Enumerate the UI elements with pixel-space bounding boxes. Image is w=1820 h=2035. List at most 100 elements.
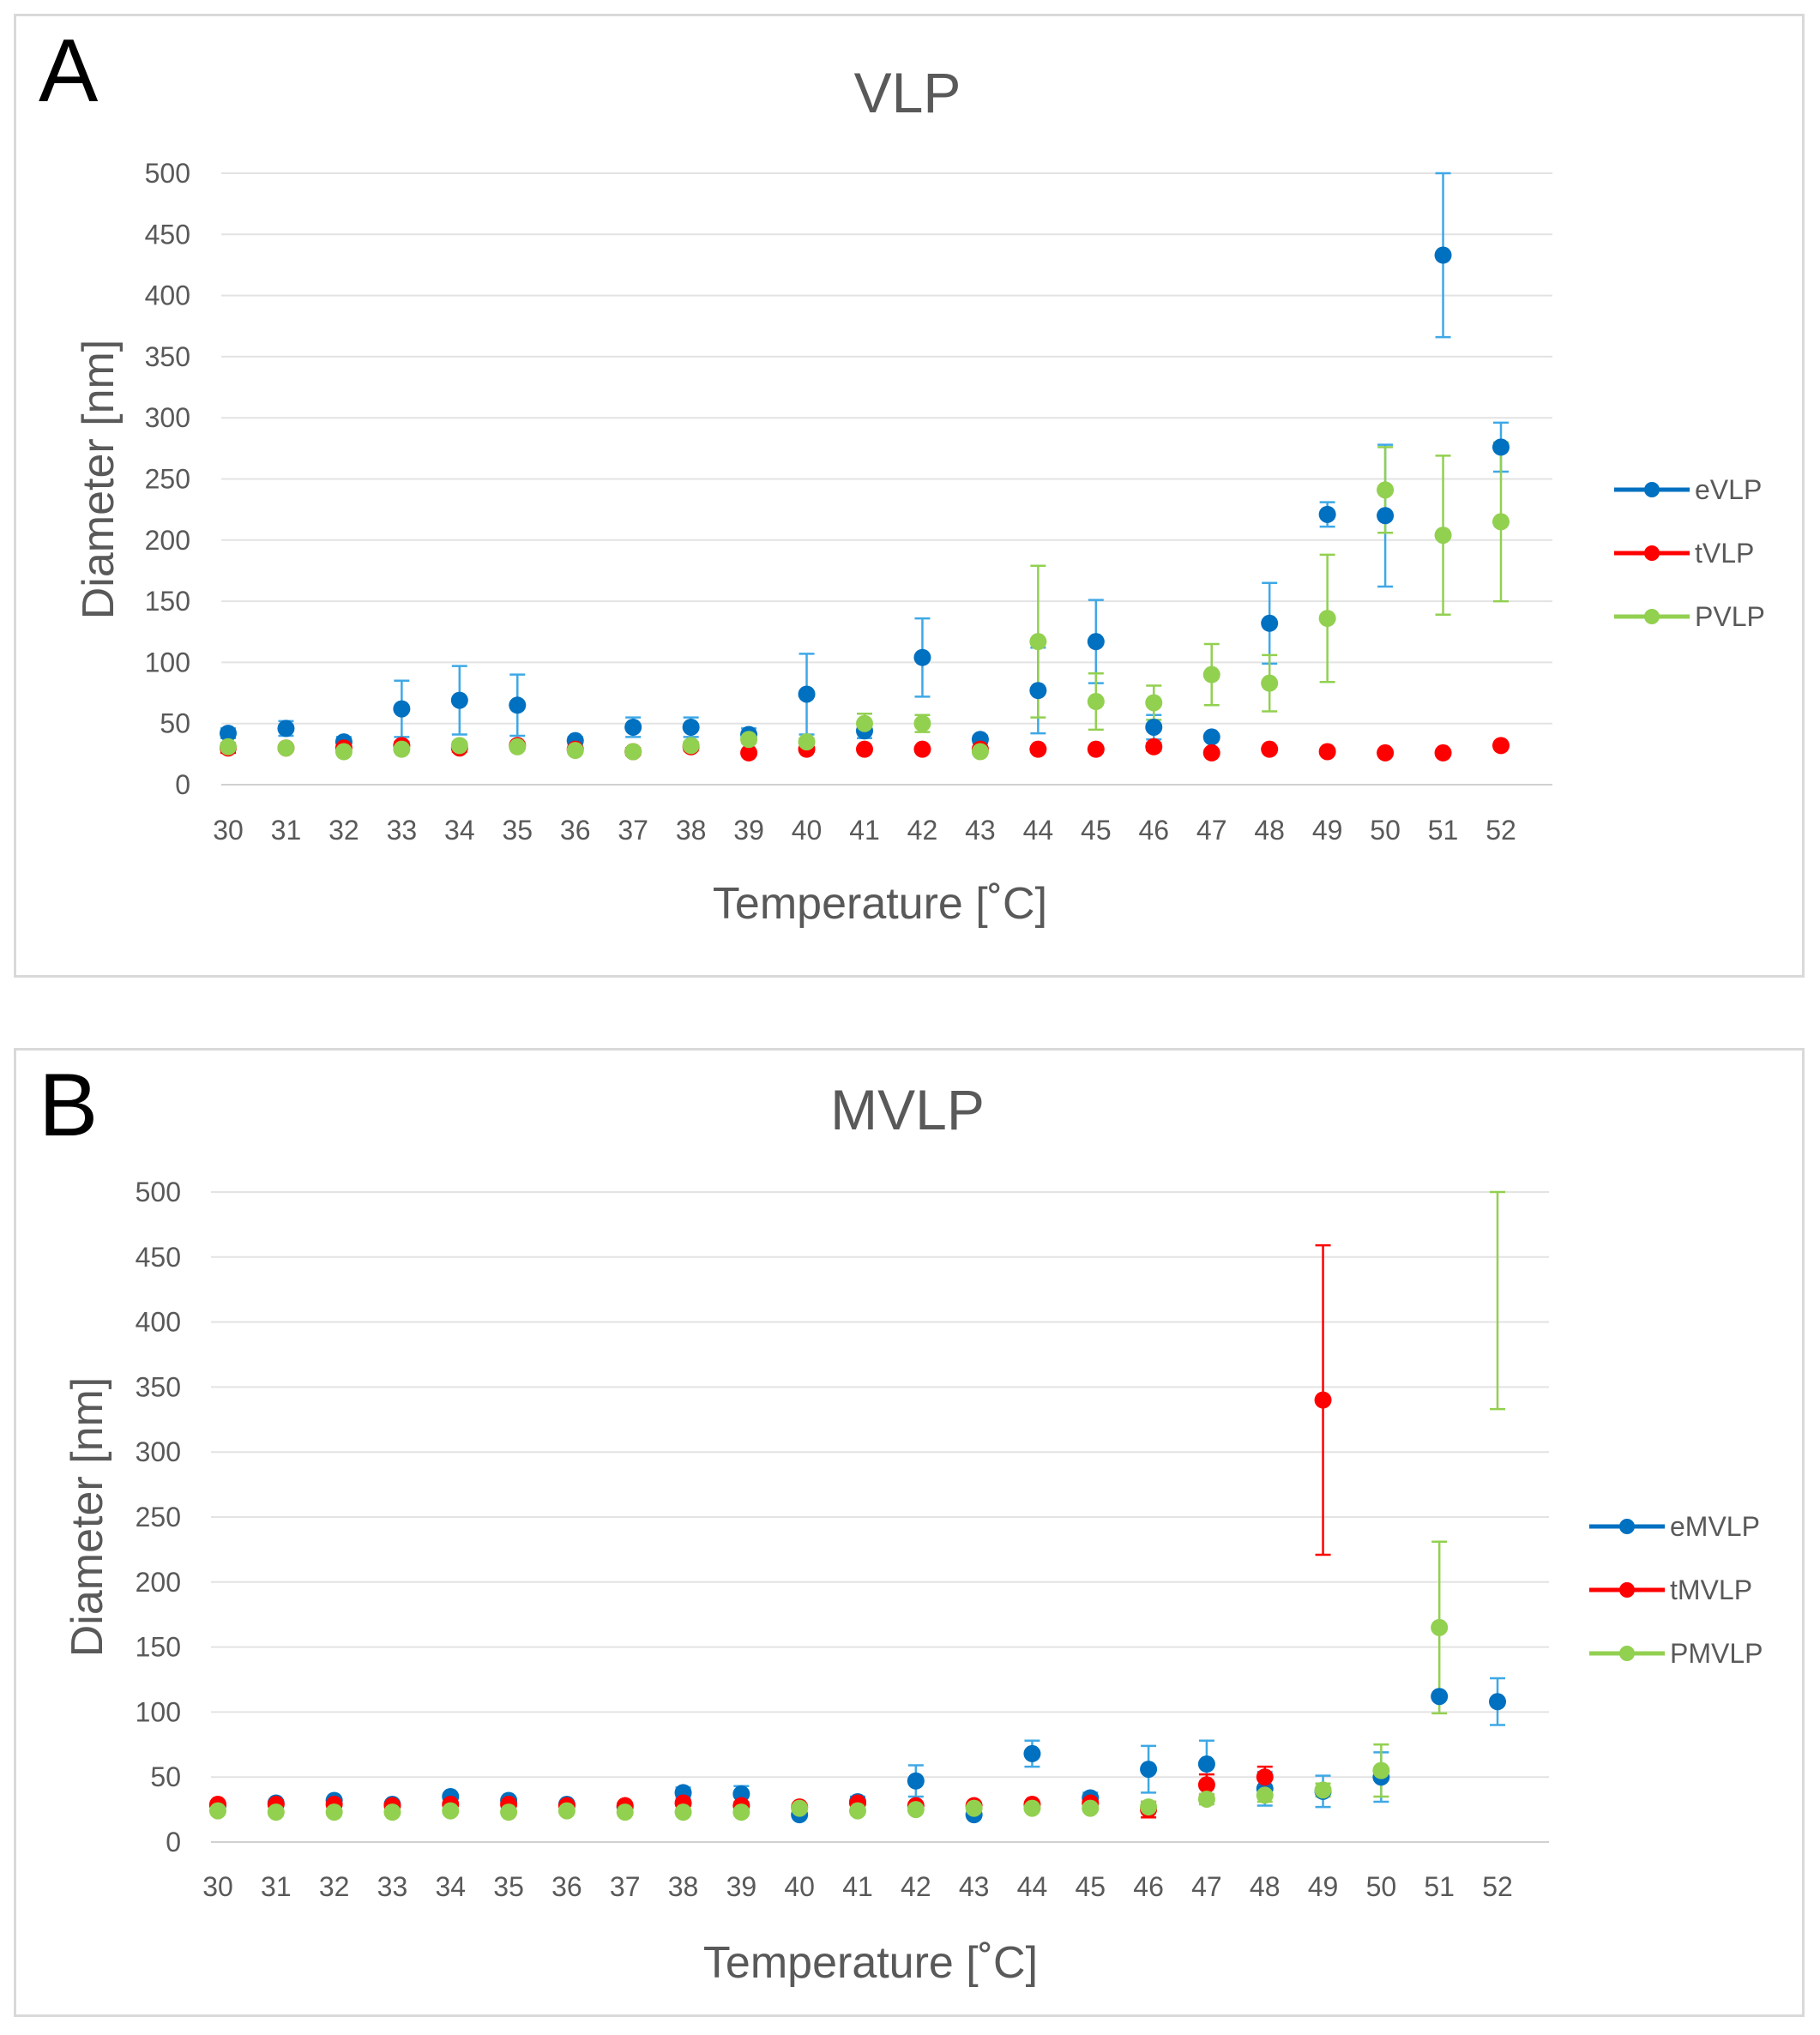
data-point-emvlp (1197, 1755, 1215, 1773)
x-tick-label: 43 (965, 815, 996, 846)
data-point-pvlp (450, 737, 468, 755)
data-point-pmvlp (674, 1803, 692, 1821)
data-point-pmvlp (1140, 1798, 1158, 1816)
data-point-pvlp (856, 714, 873, 732)
y-tick-label: 150 (145, 586, 190, 617)
legend-label-tvlp: tVLP (1695, 538, 1754, 569)
data-point-evlp (1029, 682, 1047, 700)
y-tick-label: 200 (136, 1567, 181, 1598)
data-point-pmvlp (1256, 1786, 1274, 1804)
x-tick-label: 39 (733, 815, 764, 846)
x-tick-label: 48 (1250, 1871, 1281, 1902)
y-tick-label: 500 (136, 1177, 181, 1207)
data-point-pmvlp (732, 1803, 750, 1821)
y-tick-label: 0 (175, 769, 190, 800)
data-point-tmvlp (1314, 1391, 1332, 1409)
x-tick-label: 34 (444, 815, 475, 846)
legend-label-emvlp: eMVLP (1670, 1511, 1760, 1542)
data-point-pmvlp (209, 1802, 226, 1820)
x-tick-label: 48 (1254, 815, 1285, 846)
panel-label: B (39, 1056, 99, 1155)
data-point-tvlp (1202, 744, 1220, 762)
chart-title: MVLP (830, 1078, 985, 1141)
x-tick-label: 31 (271, 815, 302, 846)
data-point-pvlp (220, 738, 237, 756)
data-point-tmvlp (1256, 1768, 1274, 1786)
data-point-pmvlp (500, 1803, 518, 1821)
y-tick-label: 300 (145, 402, 190, 433)
y-tick-label: 100 (145, 647, 190, 677)
data-point-evlp (1318, 505, 1336, 523)
x-tick-label: 52 (1482, 1871, 1513, 1902)
x-tick-label: 37 (618, 815, 648, 846)
data-point-tvlp (740, 744, 758, 762)
x-tick-label: 36 (560, 815, 591, 846)
x-tick-label: 41 (842, 1871, 873, 1902)
data-point-pvlp (913, 714, 931, 732)
x-tick-label: 45 (1075, 1871, 1106, 1902)
chart-panel-b: B MVLP 0 50 100 150 200 250 300 350 400 450 500 30 31… (14, 1048, 1805, 2017)
x-tick-label: 46 (1133, 1871, 1164, 1902)
legend-marker (1644, 545, 1660, 561)
data-point-evlp (624, 718, 642, 736)
data-point-tvlp (1087, 740, 1105, 758)
data-point-pvlp (566, 742, 584, 760)
x-axis-title: Temperature [˚C] (713, 879, 1047, 929)
x-tick-label: 51 (1424, 1871, 1455, 1902)
data-point-evlp (1434, 246, 1452, 264)
y-tick-label: 50 (160, 708, 190, 739)
x-tick-label: 52 (1486, 815, 1516, 846)
data-point-pvlp (1029, 633, 1047, 651)
data-point-pvlp (1261, 674, 1279, 692)
data-point-evlp (1492, 438, 1510, 456)
x-tick-label: 30 (213, 815, 244, 846)
data-point-pmvlp (849, 1802, 866, 1820)
x-tick-label: 36 (551, 1871, 582, 1902)
x-tick-label: 31 (261, 1871, 292, 1902)
y-tick-label: 400 (145, 280, 190, 311)
data-point-evlp (798, 685, 816, 703)
data-point-pvlp (334, 743, 353, 761)
data-point-pvlp (682, 737, 700, 755)
data-point-pvlp (1492, 513, 1510, 531)
data-point-tvlp (1377, 744, 1395, 762)
x-tick-label: 35 (502, 815, 533, 846)
data-point-pmvlp (383, 1803, 401, 1821)
legend-label-evlp: eVLP (1695, 474, 1762, 505)
x-tick-label: 51 (1428, 815, 1459, 846)
data-point-pmvlp (1431, 1618, 1449, 1636)
data-point-tmvlp (1197, 1776, 1215, 1794)
data-point-pvlp (1145, 694, 1163, 712)
x-tick-label: 44 (1017, 1871, 1048, 1902)
x-tick-label: 32 (328, 815, 359, 846)
data-point-tvlp (1434, 744, 1452, 762)
data-point-pmvlp (616, 1803, 634, 1821)
data-point-tvlp (913, 740, 931, 758)
data-point-evlp (682, 718, 700, 736)
y-tick-label: 450 (136, 1242, 181, 1273)
data-point-pmvlp (1023, 1799, 1041, 1817)
data-point-emvlp (907, 1772, 925, 1790)
y-tick-label: 450 (145, 219, 190, 250)
x-tick-label: 50 (1366, 1871, 1397, 1902)
x-tick-label: 40 (784, 1871, 815, 1902)
data-point-pmvlp (965, 1799, 983, 1817)
data-point-evlp (1202, 728, 1220, 746)
x-tick-label: 41 (849, 815, 880, 846)
y-tick-label: 500 (145, 158, 190, 189)
x-tick-label: 49 (1312, 815, 1343, 846)
x-tick-label: 33 (387, 815, 418, 846)
data-point-pvlp (798, 733, 816, 751)
vlp-chart: VLP 0 50 100 150 200 250 300 350 400 450 500 30 31 32 3… (74, 61, 1765, 929)
legend-marker (1644, 609, 1660, 624)
data-point-pvlp (277, 739, 295, 757)
data-point-evlp (509, 696, 527, 714)
x-tick-label: 50 (1370, 815, 1401, 846)
y-tick-label: 300 (136, 1436, 181, 1467)
data-point-pmvlp (557, 1802, 576, 1820)
x-tick-label: 32 (319, 1871, 350, 1902)
y-tick-label: 250 (145, 464, 190, 495)
mvlp-chart: MVLP 0 50 100 150 200 250 300 350 400 450 500 30 31 32… (63, 1078, 1763, 1988)
y-tick-label: 250 (136, 1502, 181, 1532)
data-point-tvlp (1261, 740, 1279, 758)
